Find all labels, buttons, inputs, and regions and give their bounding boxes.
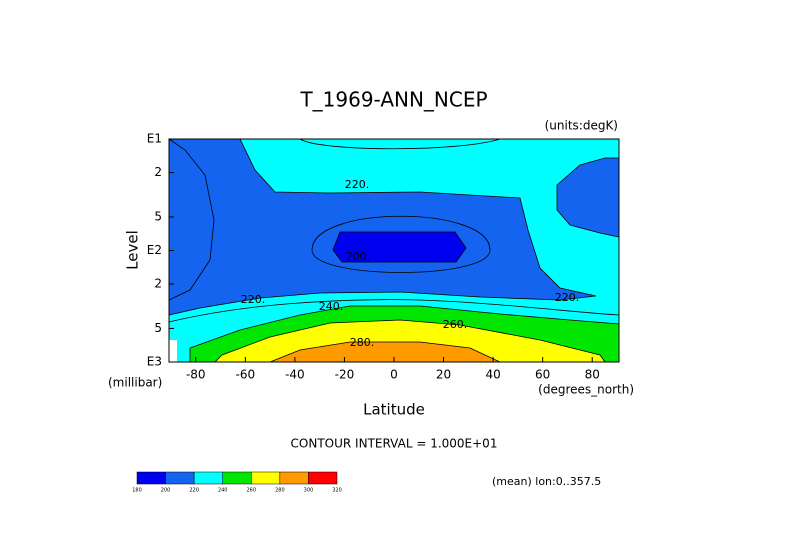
contour-band [168, 138, 597, 316]
contour-band [168, 138, 215, 301]
x-tick-label: -60 [236, 368, 256, 382]
colorbar-label: 180 [132, 488, 142, 494]
missing-data [169, 340, 177, 362]
x-tick-label: 80 [585, 368, 600, 382]
colorbar-label: 240 [218, 488, 228, 494]
contour-label: 220. [555, 291, 580, 304]
contour-label: 260. [443, 318, 468, 331]
contour-label: 220. [241, 293, 266, 306]
x-tick-label: -40 [285, 368, 305, 382]
colorbar-swatch [308, 471, 338, 485]
contour-label: 200. [346, 250, 371, 263]
y-tick-label: 2 [154, 277, 162, 291]
colorbar-label: 320 [332, 488, 342, 494]
y-tick-label: 5 [154, 209, 162, 223]
contour-label: 220. [345, 178, 370, 191]
x-tick-label: -80 [186, 368, 206, 382]
colorbar-swatch [251, 471, 281, 485]
x-units: (degrees_north) [538, 383, 634, 397]
footnote: (mean) lon:0..357.5 [492, 475, 601, 488]
contour-label: 240. [319, 300, 344, 313]
y-axis-title: Level [124, 230, 142, 270]
colorbar-swatch [279, 471, 309, 485]
colorbar-swatch [165, 471, 195, 485]
contour-label: 280. [350, 336, 375, 349]
chart-title: T_1969-ANN_NCEP [299, 88, 487, 112]
x-tick-label: 20 [436, 368, 451, 382]
colorbar-swatch [193, 471, 223, 485]
colorbar-label: 200 [161, 488, 171, 494]
x-tick-label: 0 [390, 368, 398, 382]
contour-band [332, 231, 467, 263]
y-tick-label: E1 [147, 132, 162, 146]
colorbar-swatch [136, 471, 166, 485]
y-tick-label: 2 [154, 165, 162, 179]
contour-line [311, 215, 491, 273]
contour-line [168, 299, 620, 323]
colorbar-label: 220 [189, 488, 199, 494]
x-axis-title: Latitude [363, 401, 425, 419]
contour-interval: CONTOUR INTERVAL = 1.000E+01 [291, 437, 498, 451]
y-tick-label: 5 [154, 321, 162, 335]
colorbar-label: 300 [304, 488, 314, 494]
y-units: (millibar) [108, 376, 162, 390]
contour-line [299, 138, 501, 150]
x-tick-label: 60 [535, 368, 550, 382]
x-tick-label: -20 [335, 368, 355, 382]
x-tick-label: 40 [485, 368, 500, 382]
units-label: (units:degK) [545, 119, 618, 133]
colorbar-swatch [222, 471, 252, 485]
y-tick-label: E2 [147, 243, 162, 257]
y-tick-label: E3 [147, 355, 162, 369]
colorbar-label: 260 [247, 488, 257, 494]
colorbar-label: 280 [275, 488, 285, 494]
